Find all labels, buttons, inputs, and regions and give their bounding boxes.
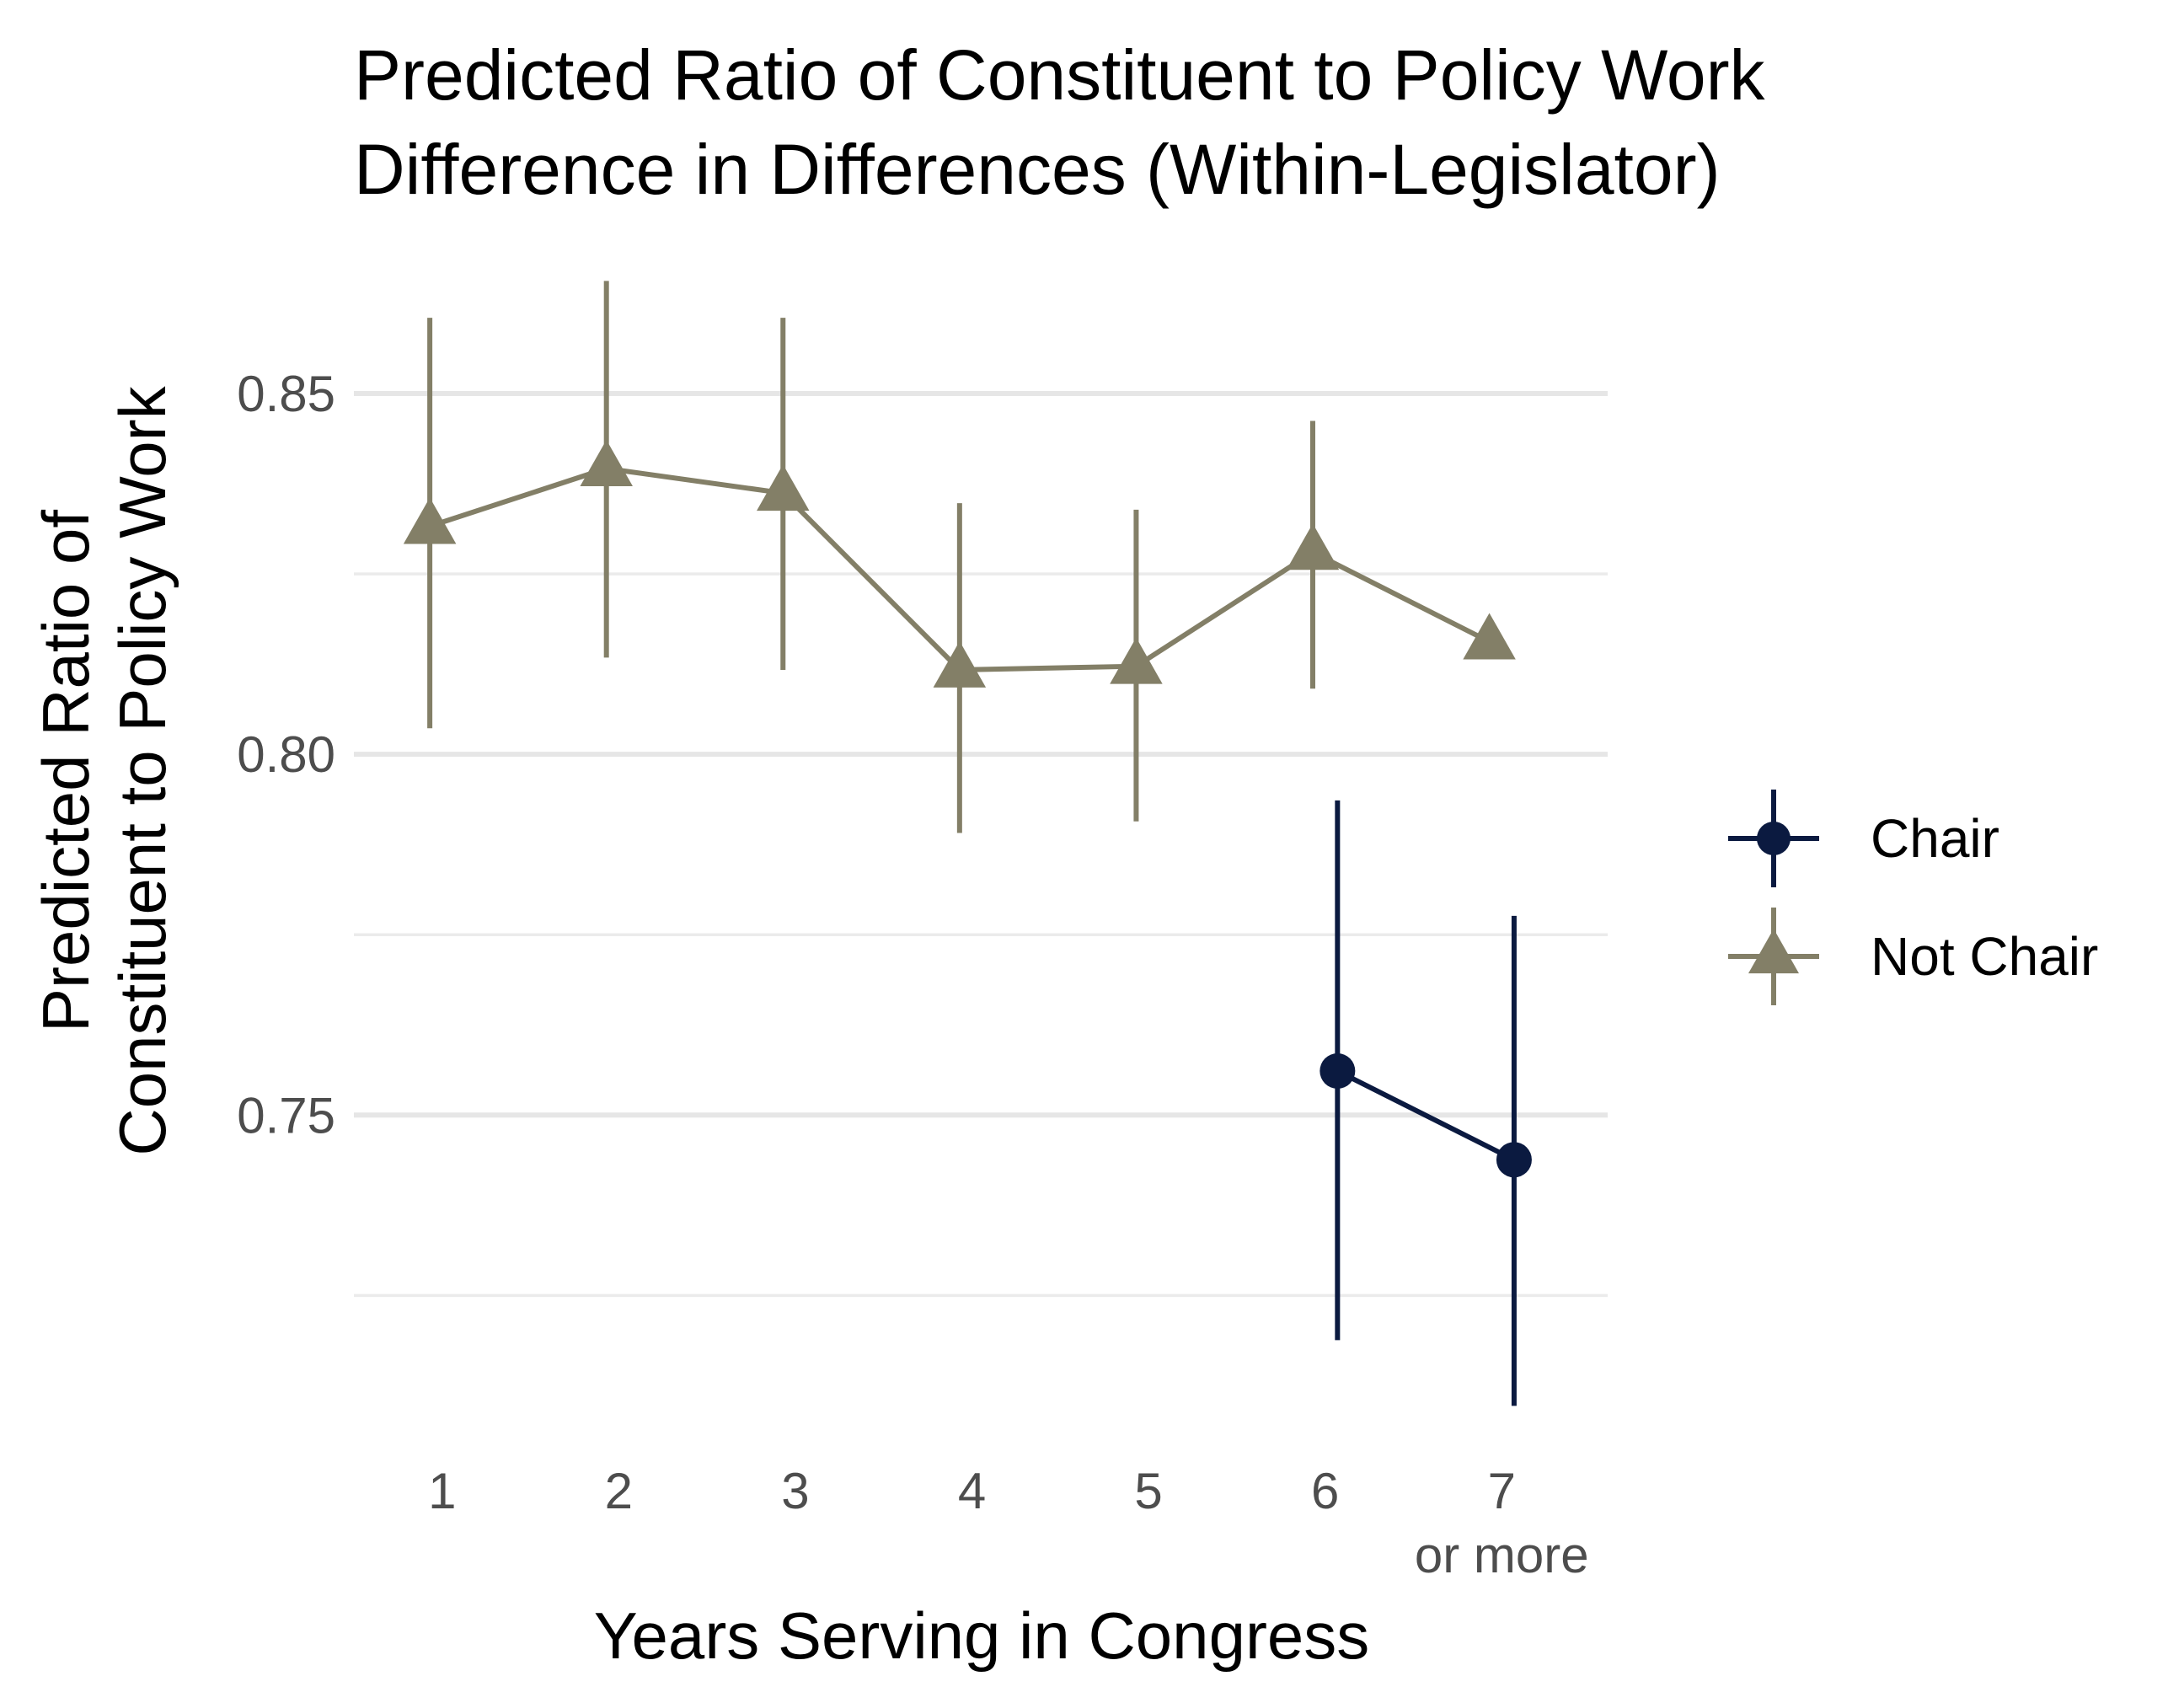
data-point-not-chair — [933, 640, 987, 688]
y-tick-labels: 0.75 0.80 0.85 — [237, 366, 335, 1143]
x-tick-label: 7 — [1488, 1463, 1516, 1519]
y-axis-title-line-1: Predicted Ratio of — [29, 510, 103, 1032]
legend: Chair Not Chair — [1728, 790, 2098, 1005]
data-point-not-chair — [403, 497, 457, 544]
data-point-chair — [1496, 1142, 1532, 1178]
x-tick-label: 5 — [1134, 1463, 1162, 1519]
y-tick-label: 0.75 — [237, 1087, 335, 1143]
chart-title: Predicted Ratio of Constituent to Policy… — [354, 35, 1766, 209]
legend-label-chair: Chair — [1871, 808, 1999, 869]
y-axis-title: Predicted Ratio of Constituent to Policy… — [29, 385, 179, 1155]
legend-key-marker — [1757, 822, 1791, 855]
chart-title-line-2: Difference in Differences (Within-Legisl… — [354, 130, 1721, 209]
x-tick-labels: 1 2 3 4 5 6 7 or more — [428, 1463, 1589, 1583]
legend-key-not-chair — [1728, 908, 1819, 1005]
x-tick-label: 6 — [1311, 1463, 1339, 1519]
x-tick-label: 4 — [958, 1463, 986, 1519]
series-not-chair — [403, 281, 1516, 833]
grid-layer — [354, 391, 1608, 1298]
legend-key-marker — [1748, 929, 1799, 974]
legend-label-not-chair: Not Chair — [1871, 926, 2098, 987]
data-point-not-chair — [1463, 613, 1516, 660]
x-axis-title: Years Serving in Congress — [594, 1599, 1370, 1673]
series-chair — [1320, 800, 1532, 1406]
series-line-chair — [1336, 1068, 1516, 1162]
y-tick-label: 0.85 — [237, 366, 335, 422]
data-point-not-chair — [580, 439, 633, 486]
y-axis-title-line-2: Constituent to Policy Work — [105, 385, 179, 1155]
x-tick-label: 2 — [605, 1463, 633, 1519]
data-point-not-chair — [1110, 637, 1163, 684]
legend-key-chair — [1728, 790, 1819, 887]
series-layer — [403, 281, 1532, 1406]
data-point-not-chair — [757, 464, 810, 511]
x-tick-sublabel: or more — [1415, 1527, 1589, 1583]
x-tick-label: 3 — [781, 1463, 809, 1519]
data-point-chair — [1320, 1053, 1356, 1090]
chart-title-line-1: Predicted Ratio of Constituent to Policy… — [354, 35, 1766, 115]
y-tick-label: 0.80 — [237, 726, 335, 783]
data-point-not-chair — [1286, 523, 1340, 570]
x-tick-label: 1 — [428, 1463, 456, 1519]
